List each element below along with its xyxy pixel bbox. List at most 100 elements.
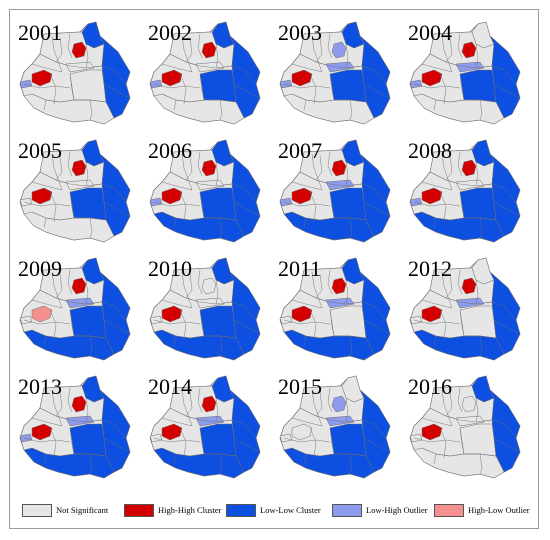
district-boundary <box>459 73 465 101</box>
district-boundary <box>291 181 323 191</box>
region-hotspot <box>331 159 347 177</box>
region-hotspot <box>461 395 477 413</box>
region-westHotspot <box>421 305 443 323</box>
region-map <box>409 375 521 479</box>
legend-item-low-low: Low-Low Cluster <box>226 502 321 518</box>
region-centerSouth <box>69 305 107 339</box>
region-centerSouth <box>459 69 497 103</box>
district-boundary <box>421 93 497 103</box>
map-panel-2003: 2003 <box>270 14 402 132</box>
region-east <box>359 271 391 355</box>
region-east <box>489 35 521 119</box>
district-boundary <box>197 151 203 177</box>
district-boundary <box>329 427 335 455</box>
region-map <box>19 257 131 361</box>
district-boundary <box>361 183 387 203</box>
region-hotspot <box>71 277 87 295</box>
district-boundary <box>493 319 521 335</box>
district-boundary <box>153 319 201 325</box>
district-boundary <box>173 99 177 111</box>
district-boundary <box>233 201 261 217</box>
district-boundary <box>49 427 57 459</box>
district-boundary <box>31 329 107 339</box>
district-boundary <box>67 33 73 59</box>
district-boundary <box>311 35 323 73</box>
district-boundary <box>43 217 47 229</box>
district-boundary <box>299 407 363 423</box>
district-boundary <box>85 43 89 69</box>
district-boundary <box>349 453 353 475</box>
district-boundary <box>363 83 391 99</box>
region-westHotspot <box>31 69 53 87</box>
district-boundary <box>441 153 453 191</box>
district-boundary <box>215 279 219 305</box>
district-boundary <box>101 183 127 203</box>
district-boundary <box>55 37 63 63</box>
district-boundary <box>421 329 497 339</box>
district-boundary <box>363 201 391 217</box>
district-boundary <box>89 217 93 239</box>
district-boundary <box>55 391 63 417</box>
district-boundary <box>199 191 205 219</box>
district-boundary <box>291 63 323 73</box>
district-boundary <box>153 437 201 443</box>
region-westHotspot <box>291 305 313 323</box>
district-boundary <box>199 73 205 101</box>
year-label: 2010 <box>148 256 192 281</box>
map-panel-2015: 2015 <box>270 368 402 486</box>
district-boundary <box>219 99 223 121</box>
district-boundary <box>433 453 437 465</box>
region-westHotspot <box>31 305 53 323</box>
year-label: 2011 <box>278 256 322 281</box>
region-east <box>99 35 131 119</box>
district-boundary <box>69 73 75 101</box>
region-band <box>65 297 95 309</box>
district-boundary <box>51 35 63 73</box>
district-boundary <box>445 391 453 417</box>
legend-label: High-Low Outlier <box>468 505 530 515</box>
district-boundary <box>49 73 57 105</box>
region-band <box>325 415 355 427</box>
district-boundary <box>31 447 107 457</box>
region-band <box>455 179 485 191</box>
district-boundary <box>49 309 57 341</box>
district-boundary <box>173 453 177 465</box>
district-boundary <box>31 299 63 309</box>
region-band <box>455 61 485 73</box>
district-boundary <box>303 217 307 229</box>
district-boundary <box>185 155 193 181</box>
district-boundary <box>219 453 223 475</box>
region-centerSouth <box>199 187 237 221</box>
district-boundary <box>413 437 461 443</box>
district-boundary <box>421 299 453 309</box>
legend-item-high-high: High-High Cluster <box>124 502 222 518</box>
district-boundary <box>103 319 131 335</box>
region-westHotspot <box>31 187 53 205</box>
district-boundary <box>161 417 193 427</box>
region-hotspot <box>71 159 87 177</box>
year-label: 2014 <box>148 374 192 399</box>
region-map <box>409 257 521 361</box>
region-map <box>19 139 131 243</box>
region-westHotspot <box>161 187 183 205</box>
district-boundary <box>429 53 493 69</box>
district-boundary <box>161 299 193 309</box>
district-boundary <box>291 211 367 221</box>
district-boundary <box>457 33 463 59</box>
district-boundary <box>311 153 323 191</box>
district-boundary <box>23 437 71 443</box>
region-centerSouth <box>329 423 367 457</box>
district-boundary <box>439 427 447 459</box>
district-boundary <box>329 191 335 219</box>
region-band <box>195 61 225 73</box>
year-label: 2007 <box>278 138 322 163</box>
district-boundary <box>283 319 331 325</box>
region-east <box>229 35 261 119</box>
region-band <box>325 61 355 73</box>
district-boundary <box>491 419 517 439</box>
legend-swatch <box>434 503 464 517</box>
district-boundary <box>85 397 89 423</box>
region-westHotspot <box>31 423 53 441</box>
district-boundary <box>67 387 73 413</box>
region-map <box>149 257 261 361</box>
